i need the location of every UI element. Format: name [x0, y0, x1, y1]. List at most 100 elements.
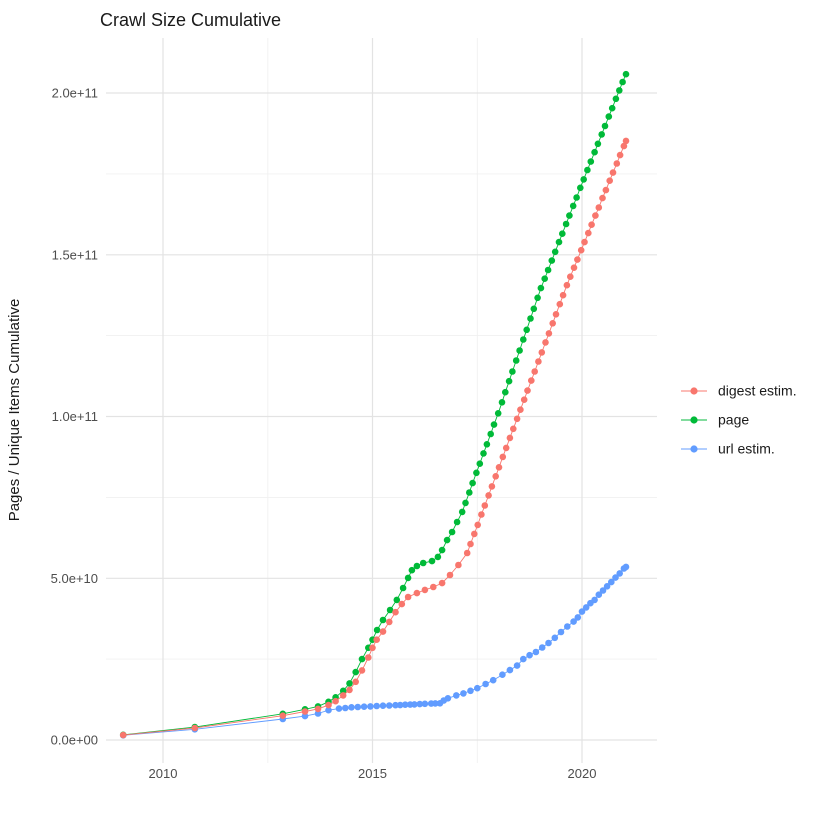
data-point	[562, 220, 570, 228]
data-point	[616, 570, 623, 577]
data-point	[537, 284, 545, 292]
data-point	[612, 574, 619, 581]
data-point	[443, 536, 451, 544]
data-point	[602, 186, 610, 194]
data-point	[279, 712, 287, 719]
data-point	[603, 583, 611, 590]
data-point	[581, 238, 588, 246]
data-point	[598, 131, 605, 138]
data-point	[564, 623, 571, 630]
data-point	[494, 410, 502, 417]
data-point	[592, 212, 599, 219]
data-point	[480, 450, 487, 457]
legend-label-page: page	[718, 412, 749, 428]
data-point	[346, 686, 353, 694]
data-point	[566, 212, 573, 219]
data-point	[545, 639, 552, 647]
data-point	[463, 549, 471, 557]
data-point	[549, 320, 556, 327]
y-tick-label: 1.0e+11	[52, 409, 98, 424]
data-point	[520, 655, 527, 663]
data-point	[555, 238, 563, 246]
data-point	[413, 562, 421, 570]
data-point	[523, 326, 530, 334]
data-point	[502, 444, 510, 452]
data-point	[358, 655, 366, 663]
data-point	[544, 266, 552, 274]
data-point	[404, 574, 412, 582]
data-point	[573, 194, 580, 201]
data-point	[574, 256, 581, 263]
data-point	[342, 704, 349, 712]
data-point	[408, 566, 416, 574]
data-point	[386, 702, 393, 709]
data-point	[325, 706, 332, 714]
data-point	[498, 399, 506, 406]
data-point	[584, 166, 591, 174]
data-point	[556, 300, 564, 308]
data-point	[478, 511, 485, 518]
data-point	[569, 202, 577, 210]
data-point	[502, 388, 509, 396]
data-point	[510, 425, 517, 433]
y-tick-label: 1.5e+11	[52, 247, 98, 262]
data-point	[516, 347, 523, 354]
data-point	[601, 122, 609, 130]
data-point	[482, 680, 489, 688]
data-point	[551, 634, 559, 642]
data-point	[469, 479, 476, 487]
data-series	[119, 70, 630, 739]
data-point	[392, 701, 399, 709]
data-point	[354, 703, 362, 711]
data-point	[534, 294, 541, 302]
data-point	[448, 528, 456, 536]
data-point	[599, 194, 606, 202]
data-point	[446, 571, 454, 579]
legend: digest estim. page url estim.	[681, 383, 797, 457]
data-point	[594, 140, 602, 148]
data-point	[620, 142, 628, 150]
y-axis-label: Pages / Unique Items Cumulative	[6, 299, 23, 522]
data-point	[490, 421, 498, 428]
data-point	[528, 377, 535, 384]
legend-key-dot	[690, 416, 698, 424]
data-point	[393, 596, 401, 604]
data-point	[574, 614, 582, 621]
data-point	[505, 377, 513, 385]
data-point	[421, 586, 429, 594]
data-point	[434, 553, 442, 561]
data-point	[538, 349, 546, 356]
data-point	[567, 273, 574, 281]
legend-item-page: page	[681, 412, 749, 428]
data-point	[332, 697, 339, 705]
series-page	[119, 70, 630, 739]
data-point	[489, 676, 497, 684]
data-point	[438, 579, 446, 587]
data-point	[506, 666, 514, 674]
data-point	[616, 151, 624, 159]
data-point	[466, 489, 473, 496]
data-point	[379, 616, 387, 624]
data-point	[520, 336, 527, 343]
data-point	[430, 583, 437, 591]
data-point	[513, 662, 521, 669]
data-point	[476, 460, 484, 468]
data-point	[467, 540, 474, 548]
data-point	[379, 702, 387, 709]
data-point	[339, 692, 347, 699]
data-point	[401, 701, 409, 708]
data-point	[578, 608, 586, 615]
chart-title: Crawl Size Cumulative	[100, 10, 281, 30]
legend-item-url-estim: url estim.	[681, 441, 775, 457]
data-point	[360, 703, 368, 710]
data-point	[413, 589, 421, 597]
data-point	[455, 561, 462, 569]
data-point	[595, 204, 603, 211]
legend-label-digest-estim: digest estim.	[718, 383, 797, 399]
data-point	[609, 169, 617, 176]
data-point	[559, 230, 566, 237]
data-point	[595, 591, 603, 598]
data-point	[570, 264, 578, 272]
data-point	[538, 644, 546, 651]
data-point	[587, 158, 595, 165]
